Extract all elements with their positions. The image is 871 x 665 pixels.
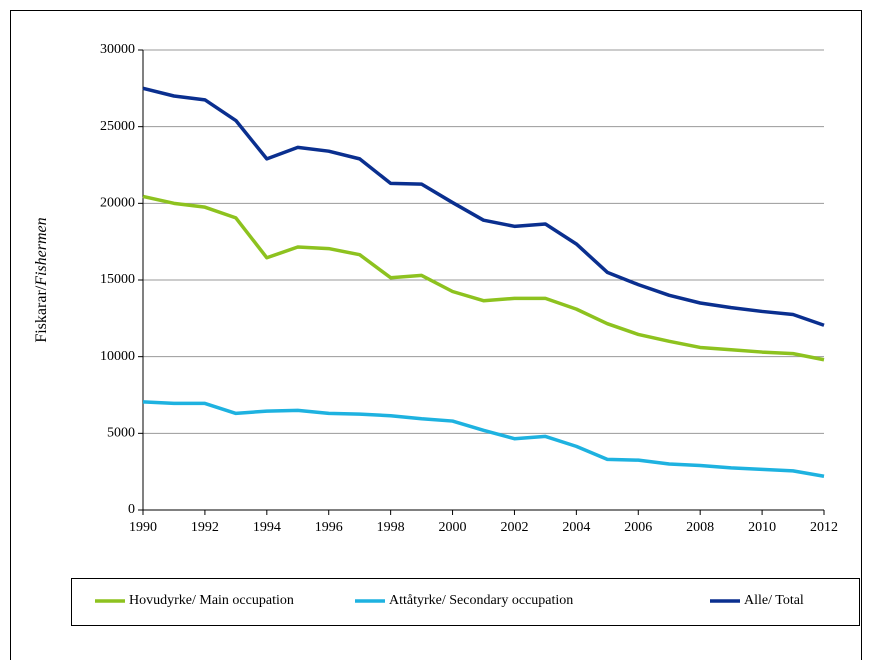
x-tick-label: 1996 (315, 520, 343, 535)
x-tick-label: 2000 (439, 520, 467, 535)
y-tick-label: 20000 (100, 196, 135, 211)
x-tick-label: 2002 (500, 520, 528, 535)
y-tick-label: 25000 (100, 119, 135, 134)
y-tick-label: 5000 (107, 426, 135, 441)
y-tick-label: 15000 (100, 272, 135, 287)
y-tick-label: 30000 (100, 42, 135, 57)
series-line (142, 194, 825, 362)
x-tick-label: 2004 (562, 520, 590, 535)
x-tick-label: 2006 (624, 520, 652, 535)
y-axis-label-italic: Fishermen (33, 217, 50, 286)
y-axis-label: Fiskarar/Fishermen (33, 217, 50, 342)
legend-label: Hovudyrke/ Main occupation (129, 593, 294, 608)
x-tick-label: 2010 (748, 520, 776, 535)
x-tick-label: 1994 (253, 520, 281, 535)
y-axis-label-part: Fiskarar/ (33, 285, 50, 342)
series-line (142, 400, 825, 478)
x-tick-label: 2012 (810, 520, 838, 535)
series-line (142, 86, 825, 327)
x-tick-label: 2008 (686, 520, 714, 535)
y-tick-label: 0 (128, 502, 135, 517)
x-tick-label: 1998 (377, 520, 405, 535)
legend-label: Attåtyrke/ Secondary occupation (389, 593, 573, 608)
frame (10, 10, 862, 660)
legend-label: Alle/ Total (744, 593, 804, 608)
y-tick-label: 10000 (100, 349, 135, 364)
x-tick-label: 1992 (191, 520, 219, 535)
legend-box (71, 578, 860, 626)
x-tick-label: 1990 (129, 520, 157, 535)
